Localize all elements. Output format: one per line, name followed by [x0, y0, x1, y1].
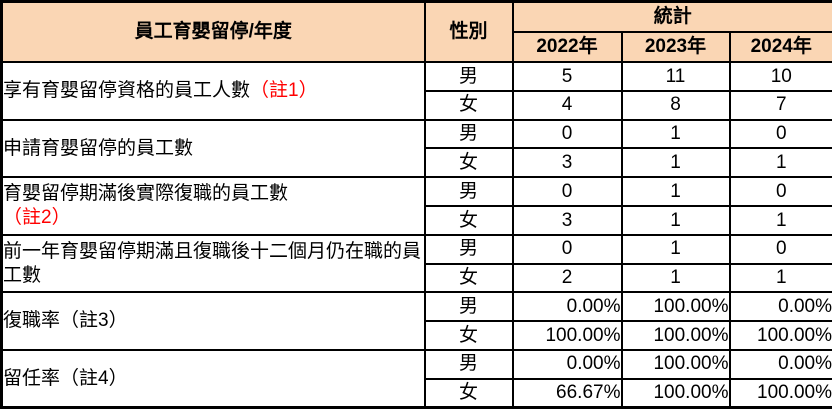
value-cell: 0 — [513, 120, 622, 149]
value-cell: 100.00% — [730, 379, 832, 408]
gender-cell-male: 男 — [425, 292, 513, 321]
value-cell: 4 — [513, 91, 622, 120]
value-cell: 0 — [730, 177, 832, 206]
value-cell: 0.00% — [513, 350, 622, 379]
row-label-text: 復職率（註3） — [3, 310, 128, 331]
value-cell: 1 — [622, 235, 730, 264]
gender-cell-female: 女 — [425, 379, 513, 408]
value-cell: 1 — [622, 206, 730, 235]
value-cell: 0 — [513, 177, 622, 206]
gender-cell-female: 女 — [425, 148, 513, 177]
value-cell: 8 — [622, 91, 730, 120]
value-cell: 100.00% — [513, 321, 622, 350]
value-cell: 0.00% — [730, 292, 832, 321]
gender-cell-female: 女 — [425, 206, 513, 235]
value-cell: 1 — [730, 206, 832, 235]
year-header-2022: 2022年 — [513, 32, 622, 62]
row-label-text: 留任率（註4） — [3, 368, 128, 389]
row-label-retention-rate: 留任率（註4） — [2, 350, 425, 408]
value-cell: 1 — [730, 148, 832, 177]
corner-header-cell: 員工育嬰留停/年度 — [2, 2, 425, 63]
gender-cell-female: 女 — [425, 91, 513, 120]
value-cell: 100.00% — [730, 321, 832, 350]
row-label-text: 前一年育嬰留停期滿且復職後十二個月仍在職的員工數 — [3, 241, 421, 286]
row-label-eligible-count: 享有育嬰留停資格的員工人數（註1） — [2, 62, 425, 120]
value-cell: 1 — [730, 264, 832, 293]
gender-cell-male: 男 — [425, 177, 513, 206]
row-note-1: （註1） — [250, 80, 318, 101]
table-row: 留任率（註4） 男 0.00% 100.00% 0.00% — [2, 350, 832, 379]
value-cell: 1 — [622, 177, 730, 206]
gender-header-cell: 性別 — [425, 2, 513, 63]
value-cell: 10 — [730, 62, 832, 91]
value-cell: 100.00% — [622, 350, 730, 379]
value-cell: 0 — [730, 120, 832, 149]
row-label-return-rate: 復職率（註3） — [2, 292, 425, 350]
row-label-retained-12mo-count: 前一年育嬰留停期滿且復職後十二個月仍在職的員工數 — [2, 235, 425, 293]
value-cell: 3 — [513, 206, 622, 235]
row-label-returned-count: 育嬰留停期滿後實際復職的員工數（註2） — [2, 177, 425, 235]
table-row: 復職率（註3） 男 0.00% 100.00% 0.00% — [2, 292, 832, 321]
value-cell: 66.67% — [513, 379, 622, 408]
value-cell: 5 — [513, 62, 622, 91]
value-cell: 7 — [730, 91, 832, 120]
value-cell: 100.00% — [622, 292, 730, 321]
value-cell: 1 — [622, 148, 730, 177]
value-cell: 100.00% — [622, 379, 730, 408]
value-cell: 1 — [622, 264, 730, 293]
value-cell: 0 — [513, 235, 622, 264]
gender-cell-male: 男 — [425, 120, 513, 149]
table-row: 育嬰留停期滿後實際復職的員工數（註2） 男 0 1 0 — [2, 177, 832, 206]
value-cell: 3 — [513, 148, 622, 177]
table-row: 申請育嬰留停的員工數 男 0 1 0 — [2, 120, 832, 149]
gender-cell-female: 女 — [425, 264, 513, 293]
row-note-2: （註2） — [3, 206, 424, 230]
value-cell: 11 — [622, 62, 730, 91]
year-header-2024: 2024年 — [730, 32, 832, 62]
value-cell: 0.00% — [730, 350, 832, 379]
row-label-text: 育嬰留停期滿後實際復職的員工數 — [3, 183, 288, 204]
gender-cell-male: 男 — [425, 62, 513, 91]
row-label-text: 享有育嬰留停資格的員工人數 — [3, 80, 250, 101]
table-row: 前一年育嬰留停期滿且復職後十二個月仍在職的員工數 男 0 1 0 — [2, 235, 832, 264]
value-cell: 0.00% — [513, 292, 622, 321]
row-label-text: 申請育嬰留停的員工數 — [3, 138, 193, 159]
table-row: 享有育嬰留停資格的員工人數（註1） 男 5 11 10 — [2, 62, 832, 91]
gender-cell-male: 男 — [425, 350, 513, 379]
gender-cell-male: 男 — [425, 235, 513, 264]
stats-header-cell: 統計 — [513, 2, 832, 33]
value-cell: 100.00% — [622, 321, 730, 350]
year-header-2023: 2023年 — [622, 32, 730, 62]
value-cell: 0 — [730, 235, 832, 264]
row-label-applied-count: 申請育嬰留停的員工數 — [2, 120, 425, 178]
value-cell: 2 — [513, 264, 622, 293]
gender-cell-female: 女 — [425, 321, 513, 350]
value-cell: 1 — [622, 120, 730, 149]
